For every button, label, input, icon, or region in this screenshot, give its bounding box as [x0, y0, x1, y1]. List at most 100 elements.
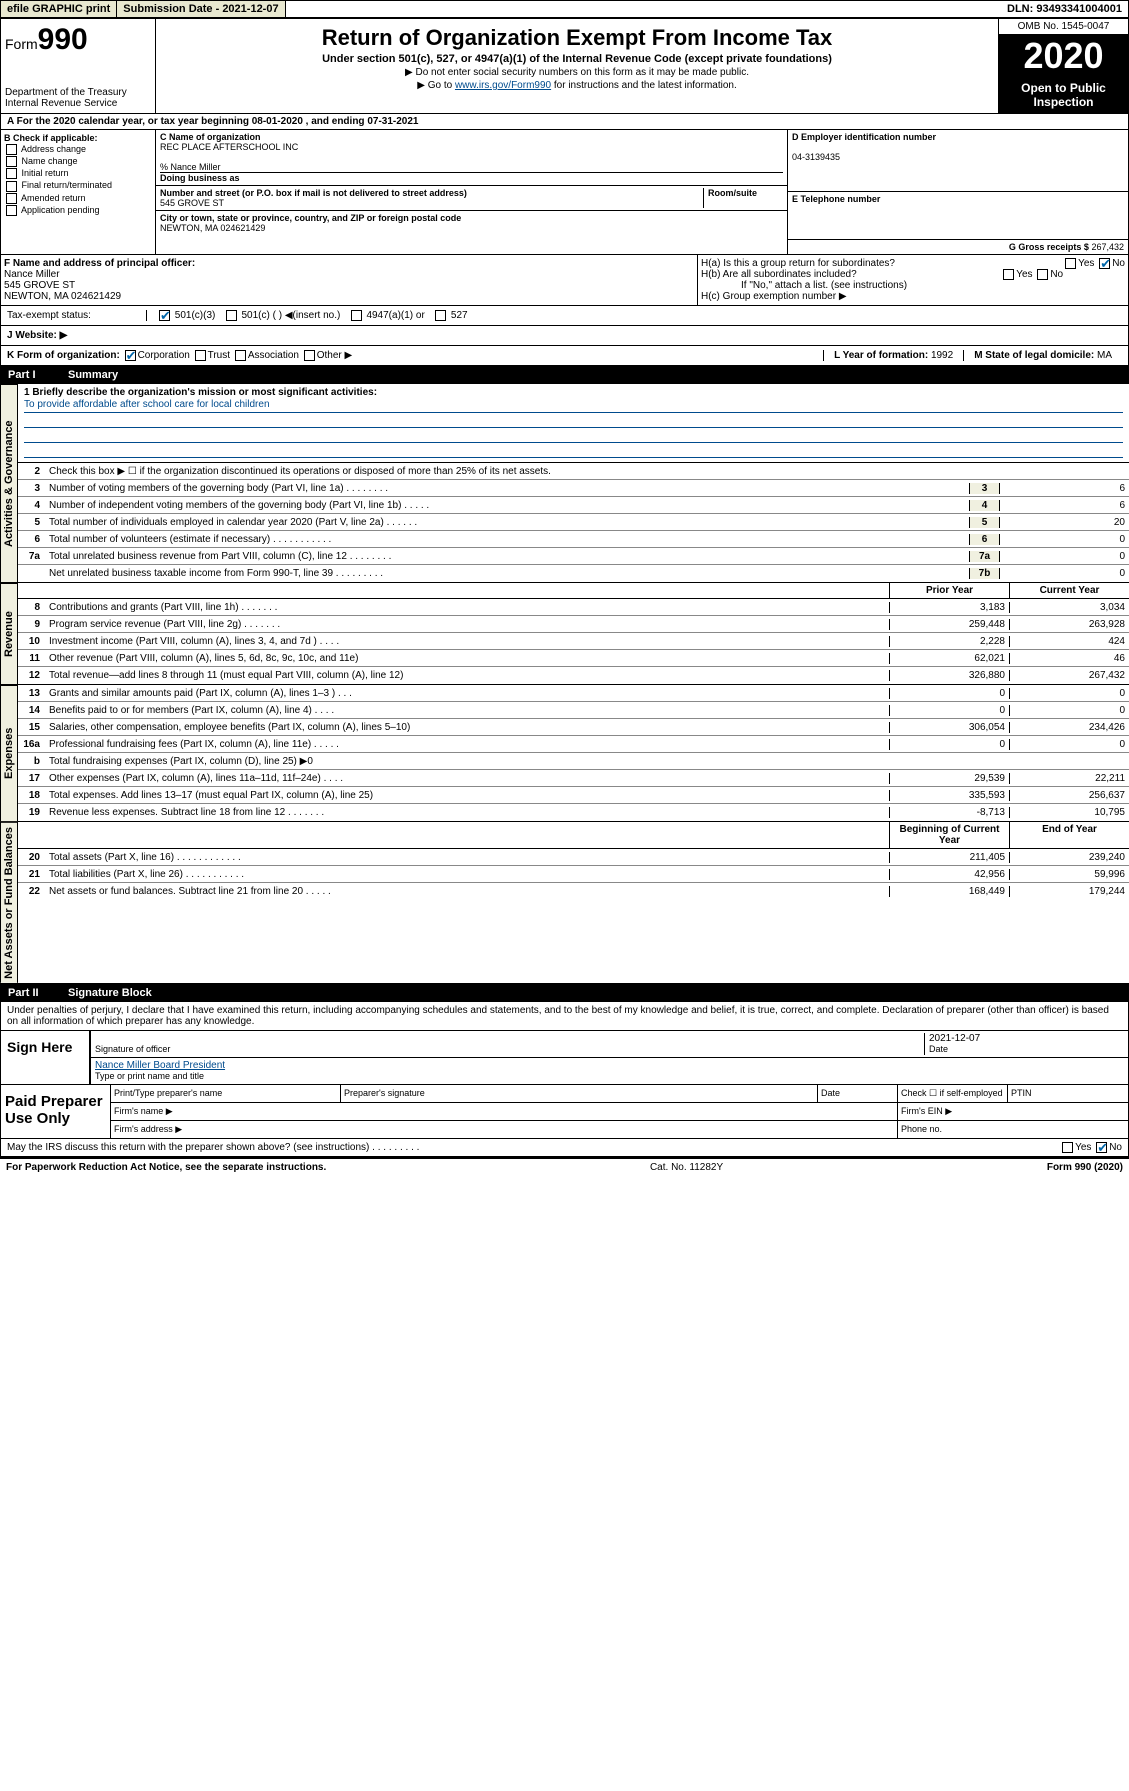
- org-city: NEWTON, MA 024621429: [160, 223, 265, 233]
- open-to-public: Open to Public Inspection: [999, 77, 1128, 113]
- current-value: 0: [1009, 688, 1129, 699]
- officer-name: Nance Miller: [4, 269, 60, 280]
- dln: DLN: 93493341004001: [1001, 1, 1128, 17]
- part1-header: Part ISummary: [0, 366, 1129, 384]
- governance-label: Activities & Governance: [0, 384, 18, 582]
- discuss-row: May the IRS discuss this return with the…: [1, 1138, 1128, 1156]
- gov-value: 0: [999, 568, 1129, 579]
- gov-value: 0: [999, 551, 1129, 562]
- sign-here-label: Sign Here: [1, 1031, 91, 1084]
- omb-number: OMB No. 1545-0047: [999, 19, 1128, 35]
- signer-name[interactable]: Nance Miller Board President: [95, 1060, 225, 1071]
- current-value: 267,432: [1009, 670, 1129, 681]
- footer: For Paperwork Reduction Act Notice, see …: [0, 1157, 1129, 1176]
- perjury-declaration: Under penalties of perjury, I declare th…: [1, 1002, 1128, 1030]
- prior-value: 2,228: [889, 636, 1009, 647]
- form-of-org-row: K Form of organization: Corporation Trus…: [0, 346, 1129, 366]
- netassets-label: Net Assets or Fund Balances: [0, 822, 18, 983]
- boxb-checkbox[interactable]: [6, 181, 17, 192]
- current-value: 179,244: [1009, 886, 1129, 897]
- mission-text: To provide affordable after school care …: [24, 399, 1123, 413]
- current-value: 59,996: [1009, 869, 1129, 880]
- top-bar: efile GRAPHIC print Submission Date - 20…: [0, 0, 1129, 19]
- 4947-checkbox[interactable]: [351, 310, 362, 321]
- instructions-link[interactable]: www.irs.gov/Form990: [455, 80, 551, 91]
- prior-value: -8,713: [889, 807, 1009, 818]
- org-name: REC PLACE AFTERSCHOOL INC: [160, 142, 298, 152]
- gross-receipts: 267,432: [1091, 242, 1124, 252]
- boxb-checkbox[interactable]: [6, 205, 17, 216]
- tax-year: 2020: [999, 35, 1128, 77]
- expenses-label: Expenses: [0, 685, 18, 821]
- trust-checkbox[interactable]: [195, 350, 206, 361]
- current-value: 424: [1009, 636, 1129, 647]
- prior-value: 0: [889, 739, 1009, 750]
- prior-value: 3,183: [889, 602, 1009, 613]
- sign-date: 2021-12-07: [929, 1033, 980, 1044]
- form-number: Form990: [5, 23, 151, 57]
- instructions-note: ▶ Go to www.irs.gov/Form990 for instruct…: [160, 80, 994, 91]
- 501c-checkbox[interactable]: [226, 310, 237, 321]
- boxb-checkbox[interactable]: [6, 144, 17, 155]
- current-value: 0: [1009, 739, 1129, 750]
- tax-period: A For the 2020 calendar year, or tax yea…: [0, 114, 1129, 130]
- prior-value: 335,593: [889, 790, 1009, 801]
- boxb-checkbox[interactable]: [6, 168, 17, 179]
- box-b: B Check if applicable: Address change Na…: [1, 130, 156, 254]
- current-value: 239,240: [1009, 852, 1129, 863]
- org-street: 545 GROVE ST: [160, 198, 224, 208]
- ha-yes-checkbox[interactable]: [1065, 258, 1076, 269]
- current-value: 256,637: [1009, 790, 1129, 801]
- current-value: 263,928: [1009, 619, 1129, 630]
- prior-value: 211,405: [889, 852, 1009, 863]
- 527-checkbox[interactable]: [435, 310, 446, 321]
- dept-treasury: Department of the Treasury Internal Reve…: [5, 87, 151, 109]
- boxb-checkbox[interactable]: [6, 156, 17, 167]
- website-row: J Website: ▶: [0, 326, 1129, 346]
- state-domicile: MA: [1097, 350, 1112, 361]
- current-value: 10,795: [1009, 807, 1129, 818]
- prior-value: 326,880: [889, 670, 1009, 681]
- current-value: 3,034: [1009, 602, 1129, 613]
- gov-value: 0: [999, 534, 1129, 545]
- boxb-checkbox[interactable]: [6, 193, 17, 204]
- gov-value: 6: [999, 500, 1129, 511]
- efile-print-button[interactable]: efile GRAPHIC print: [1, 1, 117, 17]
- gov-value: 6: [999, 483, 1129, 494]
- ein: 04-3139435: [792, 152, 840, 162]
- current-value: 0: [1009, 705, 1129, 716]
- year-formation: 1992: [931, 350, 953, 361]
- gov-value: 20: [999, 517, 1129, 528]
- entity-info: B Check if applicable: Address change Na…: [0, 130, 1129, 255]
- current-value: 22,211: [1009, 773, 1129, 784]
- other-checkbox[interactable]: [304, 350, 315, 361]
- hb-yes-checkbox[interactable]: [1003, 269, 1014, 280]
- form-title: Return of Organization Exempt From Incom…: [160, 25, 994, 51]
- revenue-label: Revenue: [0, 583, 18, 684]
- prior-value: 0: [889, 688, 1009, 699]
- corp-checkbox[interactable]: [125, 350, 136, 361]
- discuss-no-checkbox[interactable]: [1096, 1142, 1107, 1153]
- tax-status-row: Tax-exempt status: 501(c)(3) 501(c) ( ) …: [0, 306, 1129, 326]
- form-header: Form990 Department of the Treasury Inter…: [0, 19, 1129, 114]
- officer-group-row: F Name and address of principal officer:…: [0, 255, 1129, 306]
- form-subtitle: Under section 501(c), 527, or 4947(a)(1)…: [160, 53, 994, 65]
- prior-value: 29,539: [889, 773, 1009, 784]
- paid-preparer-label: Paid Preparer Use Only: [1, 1085, 111, 1138]
- current-value: 46: [1009, 653, 1129, 664]
- submission-date: Submission Date - 2021-12-07: [117, 1, 285, 17]
- prior-value: 168,449: [889, 886, 1009, 897]
- prior-value: 306,054: [889, 722, 1009, 733]
- hb-no-checkbox[interactable]: [1037, 269, 1048, 280]
- part2-header: Part IISignature Block: [0, 984, 1129, 1002]
- ha-no-checkbox[interactable]: [1099, 258, 1110, 269]
- discuss-yes-checkbox[interactable]: [1062, 1142, 1073, 1153]
- prior-value: 0: [889, 705, 1009, 716]
- prior-value: 42,956: [889, 869, 1009, 880]
- mission-box: 1 Briefly describe the organization's mi…: [18, 384, 1129, 463]
- assoc-checkbox[interactable]: [235, 350, 246, 361]
- ssn-note: ▶ Do not enter social security numbers o…: [160, 67, 994, 78]
- 501c3-checkbox[interactable]: [159, 310, 170, 321]
- current-value: 234,426: [1009, 722, 1129, 733]
- prior-value: 259,448: [889, 619, 1009, 630]
